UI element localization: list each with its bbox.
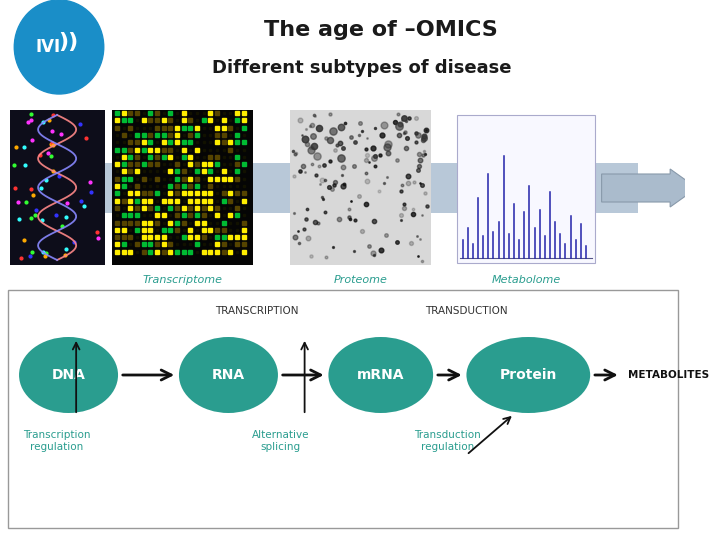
- Bar: [290, 110, 431, 265]
- Bar: [8, 290, 678, 528]
- Text: METABOLITES: METABOLITES: [629, 370, 709, 380]
- Text: mRNA: mRNA: [357, 368, 405, 382]
- Ellipse shape: [328, 337, 433, 413]
- Text: IVI: IVI: [35, 38, 60, 56]
- Text: TRANSDUCTION: TRANSDUCTION: [425, 306, 508, 316]
- FancyArrow shape: [602, 169, 697, 207]
- Text: )): )): [58, 32, 78, 52]
- Text: Alternative
splicing: Alternative splicing: [252, 430, 310, 451]
- Text: TRANSCRIPTION: TRANSCRIPTION: [215, 306, 299, 316]
- Text: Metabolome: Metabolome: [492, 275, 561, 285]
- Ellipse shape: [179, 337, 278, 413]
- Ellipse shape: [19, 337, 118, 413]
- Bar: [9, 110, 104, 265]
- Text: Proteome: Proteome: [334, 275, 387, 285]
- Ellipse shape: [467, 337, 590, 413]
- Text: Different subtypes of disease: Different subtypes of disease: [212, 59, 511, 77]
- Text: Protein: Protein: [500, 368, 557, 382]
- Bar: [457, 115, 595, 263]
- Text: The age of –OMICS: The age of –OMICS: [264, 20, 498, 40]
- Bar: [9, 163, 638, 213]
- Text: Transcription
regulation: Transcription regulation: [23, 430, 91, 451]
- Text: RNA: RNA: [212, 368, 245, 382]
- Text: Transcriptome: Transcriptome: [143, 275, 222, 285]
- Bar: [112, 110, 253, 265]
- Text: DNA: DNA: [52, 368, 86, 382]
- Circle shape: [14, 0, 104, 94]
- Text: Transduction
regulation: Transduction regulation: [414, 430, 481, 451]
